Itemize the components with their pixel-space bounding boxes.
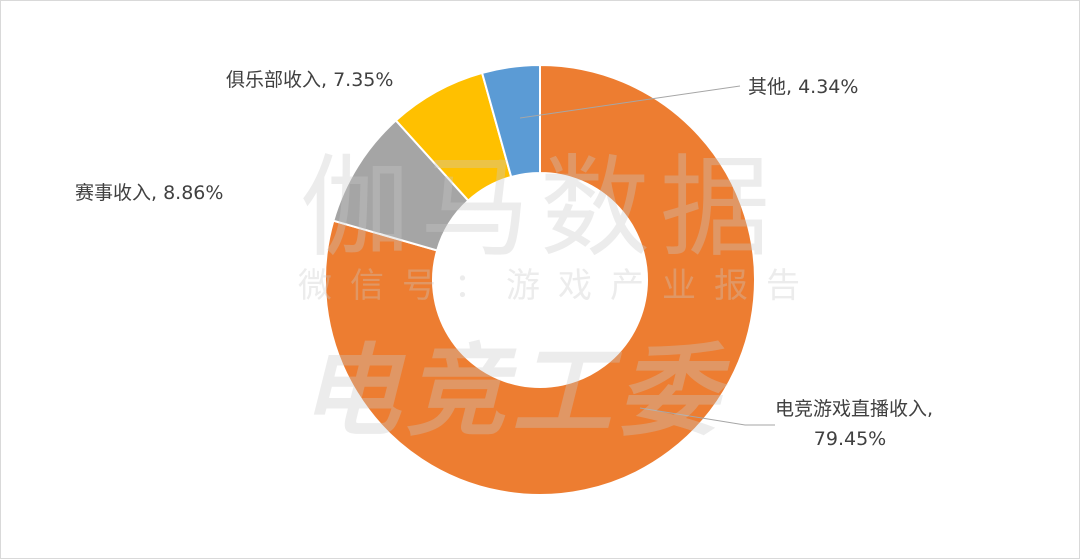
data-label: 俱乐部收入, 7.35%	[226, 69, 394, 91]
data-label: 赛事收入, 8.86%	[75, 182, 224, 204]
data-label: 电竞游戏直播收入, 79.45%	[775, 398, 934, 450]
slice	[324, 63, 756, 496]
watermark: 伽马数据	[300, 144, 780, 272]
data-label: 其他, 4.34%	[748, 76, 859, 98]
leader-line	[519, 85, 741, 119]
watermark: 微信号：游戏产业报告	[298, 266, 818, 306]
slice	[480, 63, 541, 179]
leader-line	[639, 407, 775, 426]
watermark: 电竞工委	[300, 333, 724, 450]
